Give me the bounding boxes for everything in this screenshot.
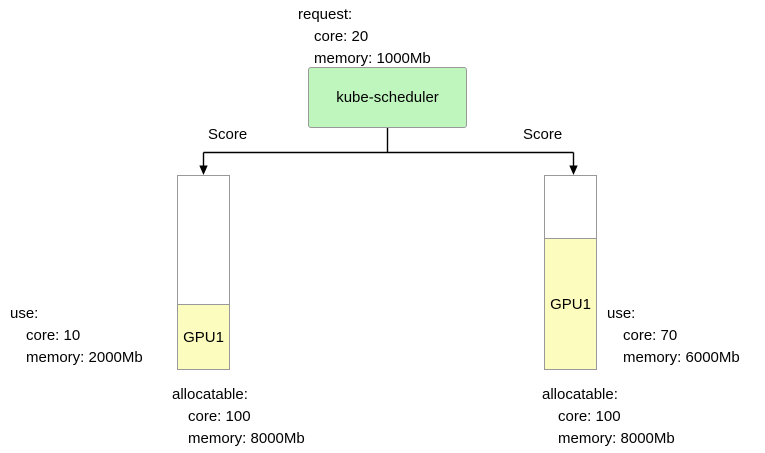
kube-scheduler-node: kube-scheduler bbox=[308, 67, 467, 128]
score-label-left: Score bbox=[208, 126, 248, 143]
request-info-block: request: core: 20 memory: 1000Mb bbox=[298, 4, 431, 70]
gpu-usage-fill-left: GPU1 bbox=[178, 304, 229, 369]
use-core-right: core: 70 bbox=[623, 327, 678, 344]
gpu-label-right: GPU1 bbox=[550, 295, 591, 313]
request-core-value: core: 20 bbox=[314, 28, 369, 45]
use-memory-left: memory: 2000Mb bbox=[26, 349, 143, 366]
use-info-left: use: core: 10 memory: 2000Mb bbox=[10, 303, 143, 369]
node-bar-right: GPU1 bbox=[544, 175, 597, 370]
allocatable-info-left: allocatable: core: 100 memory: 8000Mb bbox=[172, 384, 305, 450]
arrowhead-right-icon bbox=[569, 165, 578, 175]
allocatable-memory-left: memory: 8000Mb bbox=[188, 430, 305, 447]
use-core-left: core: 10 bbox=[26, 327, 81, 344]
arrowhead-left-icon bbox=[199, 165, 208, 175]
allocatable-info-right: allocatable: core: 100 memory: 8000Mb bbox=[542, 384, 675, 450]
gpu-label-left: GPU1 bbox=[183, 328, 224, 346]
use-info-right: use: core: 70 memory: 6000Mb bbox=[607, 303, 740, 369]
edge-lines bbox=[202, 128, 575, 166]
allocatable-label-right: allocatable: bbox=[542, 386, 618, 403]
allocatable-core-right: core: 100 bbox=[558, 408, 621, 425]
request-label: request: bbox=[298, 6, 353, 23]
gpu-usage-fill-right: GPU1 bbox=[545, 238, 596, 369]
allocatable-label-left: allocatable: bbox=[172, 386, 248, 403]
score-label-right: Score bbox=[523, 126, 563, 143]
use-memory-right: memory: 6000Mb bbox=[623, 349, 740, 366]
node-bar-left: GPU1 bbox=[177, 175, 230, 370]
use-label-left: use: bbox=[10, 305, 39, 322]
use-label-right: use: bbox=[607, 305, 636, 322]
kube-scheduler-label: kube-scheduler bbox=[336, 89, 439, 106]
request-memory-value: memory: 1000Mb bbox=[314, 50, 431, 67]
allocatable-memory-right: memory: 8000Mb bbox=[558, 430, 675, 447]
allocatable-core-left: core: 100 bbox=[188, 408, 251, 425]
